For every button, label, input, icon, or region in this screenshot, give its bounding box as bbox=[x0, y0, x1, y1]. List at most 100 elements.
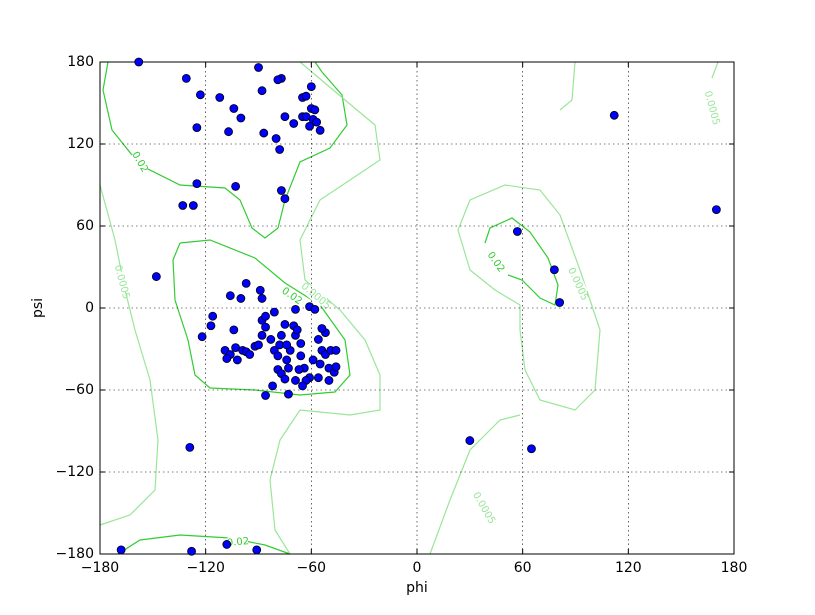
point bbox=[261, 311, 270, 321]
point bbox=[280, 374, 290, 384]
x-tick-label: 60 bbox=[514, 560, 532, 576]
point bbox=[254, 63, 263, 72]
point bbox=[284, 363, 293, 373]
y-tick-label: 0 bbox=[85, 300, 94, 316]
point bbox=[254, 340, 263, 350]
point bbox=[252, 545, 262, 555]
contour-line bbox=[102, 61, 348, 239]
point bbox=[296, 351, 306, 361]
point bbox=[289, 119, 299, 128]
point bbox=[266, 335, 276, 344]
contour-label: 0.0005 bbox=[470, 490, 497, 526]
x-tick-label: 180 bbox=[721, 560, 748, 576]
point bbox=[257, 86, 267, 96]
point bbox=[197, 332, 207, 342]
point bbox=[261, 391, 270, 400]
point bbox=[273, 351, 283, 361]
point bbox=[549, 265, 559, 275]
point bbox=[236, 294, 246, 303]
y-tick-label: −60 bbox=[64, 382, 94, 398]
point bbox=[229, 104, 239, 113]
point bbox=[305, 121, 314, 131]
point bbox=[512, 227, 522, 236]
contour-line bbox=[99, 184, 159, 526]
point bbox=[711, 205, 721, 215]
point bbox=[282, 340, 292, 350]
point bbox=[609, 110, 619, 120]
point bbox=[181, 74, 191, 83]
contour-label: 0.0005 bbox=[112, 264, 132, 301]
point bbox=[273, 75, 283, 85]
point bbox=[291, 304, 300, 314]
point bbox=[284, 389, 293, 399]
contour-line bbox=[269, 61, 381, 555]
point bbox=[313, 373, 323, 383]
point bbox=[261, 322, 270, 332]
contour-label: 0.0005 bbox=[702, 90, 722, 127]
point bbox=[232, 355, 242, 365]
point bbox=[236, 113, 246, 123]
point bbox=[187, 546, 196, 556]
x-tick-label: 120 bbox=[615, 560, 642, 576]
point bbox=[192, 179, 202, 189]
point bbox=[465, 436, 475, 445]
point bbox=[215, 93, 225, 102]
plot-frame bbox=[99, 61, 735, 555]
y-axis-label: psi bbox=[30, 298, 46, 318]
point bbox=[315, 125, 325, 135]
point bbox=[301, 91, 311, 101]
point bbox=[185, 442, 195, 452]
point bbox=[116, 545, 126, 555]
point bbox=[225, 291, 235, 301]
x-tick-label: −120 bbox=[186, 560, 224, 576]
point bbox=[222, 354, 232, 363]
contour-line bbox=[457, 184, 601, 411]
contour-label-bg bbox=[129, 150, 151, 174]
contour-label-bg bbox=[703, 96, 721, 120]
x-tick-label: −60 bbox=[297, 560, 327, 576]
x-axis-label: phi bbox=[406, 580, 428, 596]
point bbox=[229, 325, 239, 335]
point bbox=[195, 90, 205, 100]
point bbox=[245, 350, 255, 359]
point bbox=[280, 112, 290, 122]
point bbox=[310, 304, 320, 314]
contour-label-bg bbox=[280, 285, 304, 307]
y-tick-label: 180 bbox=[67, 54, 94, 70]
point bbox=[151, 272, 161, 281]
point bbox=[275, 145, 285, 154]
point bbox=[241, 278, 251, 288]
point bbox=[269, 307, 279, 317]
point bbox=[268, 381, 277, 391]
point bbox=[308, 355, 318, 365]
contour-line bbox=[711, 61, 719, 79]
point bbox=[257, 330, 267, 340]
contour-label-bg bbox=[485, 250, 507, 274]
point bbox=[292, 325, 302, 335]
contour-line bbox=[429, 414, 521, 555]
point bbox=[527, 444, 536, 454]
point bbox=[231, 181, 241, 191]
x-tick-label: 0 bbox=[413, 560, 422, 576]
contour-label: 0.02 bbox=[226, 536, 249, 549]
point bbox=[276, 330, 286, 340]
y-tick-label: −120 bbox=[56, 464, 94, 480]
point bbox=[222, 540, 232, 549]
contour-label-bg bbox=[473, 496, 495, 520]
point bbox=[312, 117, 322, 127]
point bbox=[206, 321, 216, 331]
point bbox=[259, 128, 269, 138]
point bbox=[208, 311, 218, 321]
point bbox=[291, 376, 300, 385]
point bbox=[317, 324, 327, 333]
contour-label: 0.02 bbox=[129, 150, 150, 175]
point bbox=[331, 362, 341, 372]
point bbox=[188, 201, 198, 210]
point bbox=[296, 339, 306, 348]
point bbox=[555, 298, 565, 307]
point bbox=[255, 285, 265, 295]
point bbox=[276, 186, 286, 195]
x-tick-label: −180 bbox=[81, 560, 119, 576]
y-tick-label: 60 bbox=[76, 218, 94, 234]
